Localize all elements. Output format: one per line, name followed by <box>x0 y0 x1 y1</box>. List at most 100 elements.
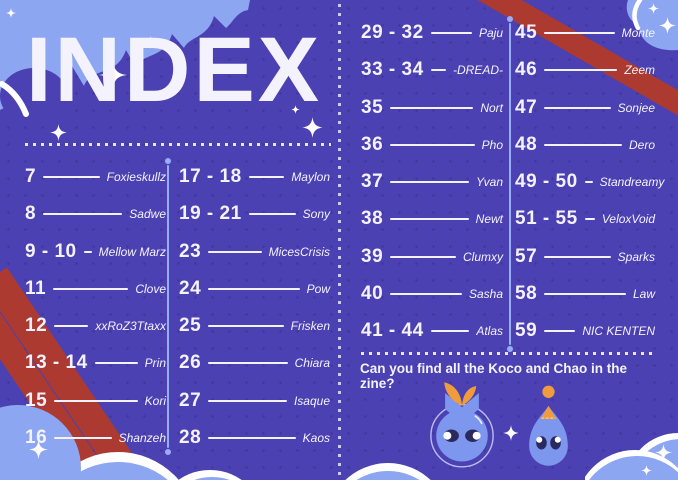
entry-leader-line <box>430 32 472 34</box>
sparkle-icon <box>655 444 672 461</box>
entry-artist-name: xxRoZ3Ttaxx <box>95 319 166 334</box>
entry-artist-name: -DREAD- <box>453 63 503 78</box>
entry-leader-line <box>584 181 593 183</box>
entry-page-numbers: 37 <box>361 171 384 192</box>
entry-page-numbers: 16 <box>25 426 48 448</box>
index-column-1: 7 Foxieskullz 8 Sadwe 9 - 10 Mellow Marz 11 Clo… <box>25 159 166 456</box>
index-entry: 39 Clumxy <box>361 239 503 275</box>
entry-artist-name: Monte <box>621 26 655 40</box>
koco-character-illustration <box>430 382 494 468</box>
entry-artist-name: Zeem <box>624 63 655 78</box>
entry-page-numbers: 48 <box>515 133 538 155</box>
entry-artist-name: Sparks <box>617 249 655 264</box>
entry-artist-name: Prin <box>144 356 166 371</box>
entry-page-numbers: 58 <box>515 282 538 304</box>
koco-chao-question: Can you find all the Koco and Chao in th… <box>360 361 628 391</box>
entry-page-numbers: 9 - 10 <box>25 240 77 262</box>
entry-artist-name: NIC KENTEN <box>582 324 655 338</box>
entry-artist-name: Foxieskullz <box>106 170 166 184</box>
column-divider-left-page <box>165 158 171 455</box>
entry-leader-line <box>544 292 626 295</box>
page-title: INDEX <box>26 19 323 121</box>
entry-leader-line <box>390 143 475 146</box>
entry-page-numbers: 15 <box>25 389 48 411</box>
entry-leader-line <box>544 32 615 34</box>
entry-page-numbers: 23 <box>179 240 202 262</box>
entry-leader-line <box>208 250 262 253</box>
cloud-bottom-right <box>585 433 678 480</box>
entry-page-numbers: 13 - 14 <box>25 352 88 374</box>
index-entry: 40 Sasha <box>361 276 503 312</box>
entry-artist-name: Kaos <box>302 430 330 445</box>
entry-page-numbers: 38 <box>361 208 384 230</box>
entry-leader-line <box>94 362 138 365</box>
entry-artist-name: Sony <box>302 207 330 222</box>
cloud-top-right <box>626 0 678 51</box>
index-entry: 7 Foxieskullz <box>25 159 166 195</box>
index-entry: 13 - 14 Prin <box>25 345 166 381</box>
entry-artist-name: Shanzeh <box>118 430 166 445</box>
entry-page-numbers: 57 <box>515 245 538 267</box>
entry-page-numbers: 49 - 50 <box>515 171 578 192</box>
page-fold-dotted-line <box>338 4 341 476</box>
entry-leader-line <box>584 218 595 221</box>
entry-artist-name: VeloxVoid <box>601 212 655 227</box>
sparkle-icon <box>6 8 16 18</box>
entry-leader-line <box>544 106 611 109</box>
index-entry: 46 Zeem <box>515 52 655 88</box>
entry-leader-line <box>390 106 474 109</box>
entry-artist-name: Kori <box>144 393 166 408</box>
entry-page-numbers: 12 <box>25 315 48 337</box>
sparkle-icon <box>641 465 652 476</box>
entry-leader-line <box>390 181 470 183</box>
index-entry: 8 Sadwe <box>25 196 166 232</box>
entry-page-numbers: 28 <box>179 426 202 448</box>
entry-page-numbers: 17 - 18 <box>179 166 242 187</box>
entry-leader-line <box>430 330 470 332</box>
entry-page-numbers: 29 - 32 <box>361 22 424 43</box>
index-entry: 17 - 18 Maylon <box>179 159 330 195</box>
index-entry: 41 - 44 Atlas <box>361 313 503 349</box>
index-entry: 12 xxRoZ3Ttaxx <box>25 308 166 344</box>
entry-artist-name: Isaque <box>293 393 330 408</box>
entry-artist-name: Paju <box>478 26 503 40</box>
index-entry: 26 Chiara <box>179 345 330 381</box>
sparkle-icon <box>291 105 300 114</box>
index-entry: 58 Law <box>515 276 655 312</box>
index-entry: 38 Newt <box>361 201 503 237</box>
entry-artist-name: Chiara <box>294 356 330 371</box>
entry-artist-name: Frisken <box>290 319 330 334</box>
cloud-bottom-left <box>0 405 242 480</box>
entry-leader-line <box>544 330 576 332</box>
index-entry: 27 Isaque <box>179 383 330 419</box>
index-entry: 23 MicesCrisis <box>179 234 330 270</box>
index-entry: 59 NIC KENTEN <box>515 313 655 349</box>
entry-page-numbers: 8 <box>25 203 37 225</box>
entry-artist-name: Sadwe <box>129 207 166 222</box>
entry-leader-line <box>208 399 287 402</box>
entry-artist-name: Mellow Marz <box>98 244 166 259</box>
cloud-bottom-center <box>345 463 431 480</box>
index-entry: 25 Frisken <box>179 308 330 344</box>
entry-leader-line <box>83 250 92 253</box>
sparkle-icon <box>648 3 659 14</box>
entry-artist-name: Pow <box>306 281 330 296</box>
entry-leader-line <box>544 255 611 258</box>
entry-leader-line <box>43 213 123 216</box>
entry-artist-name: Yvan <box>476 175 503 189</box>
entry-leader-line <box>54 436 112 439</box>
index-entry: 45 Monte <box>515 15 655 51</box>
index-entry: 15 Kori <box>25 383 166 419</box>
index-entry: 33 - 34 -DREAD- <box>361 52 503 88</box>
sparkle-icon <box>99 61 127 89</box>
index-entry: 36 Pho <box>361 127 503 163</box>
entry-artist-name: Newt <box>475 212 503 227</box>
sparkle-icon <box>302 117 323 138</box>
entry-artist-name: Sasha <box>468 286 503 301</box>
entry-leader-line <box>248 176 285 178</box>
entry-leader-line <box>54 399 138 402</box>
index-entry: 16 Shanzeh <box>25 420 166 456</box>
sparkle-icon <box>144 36 157 49</box>
